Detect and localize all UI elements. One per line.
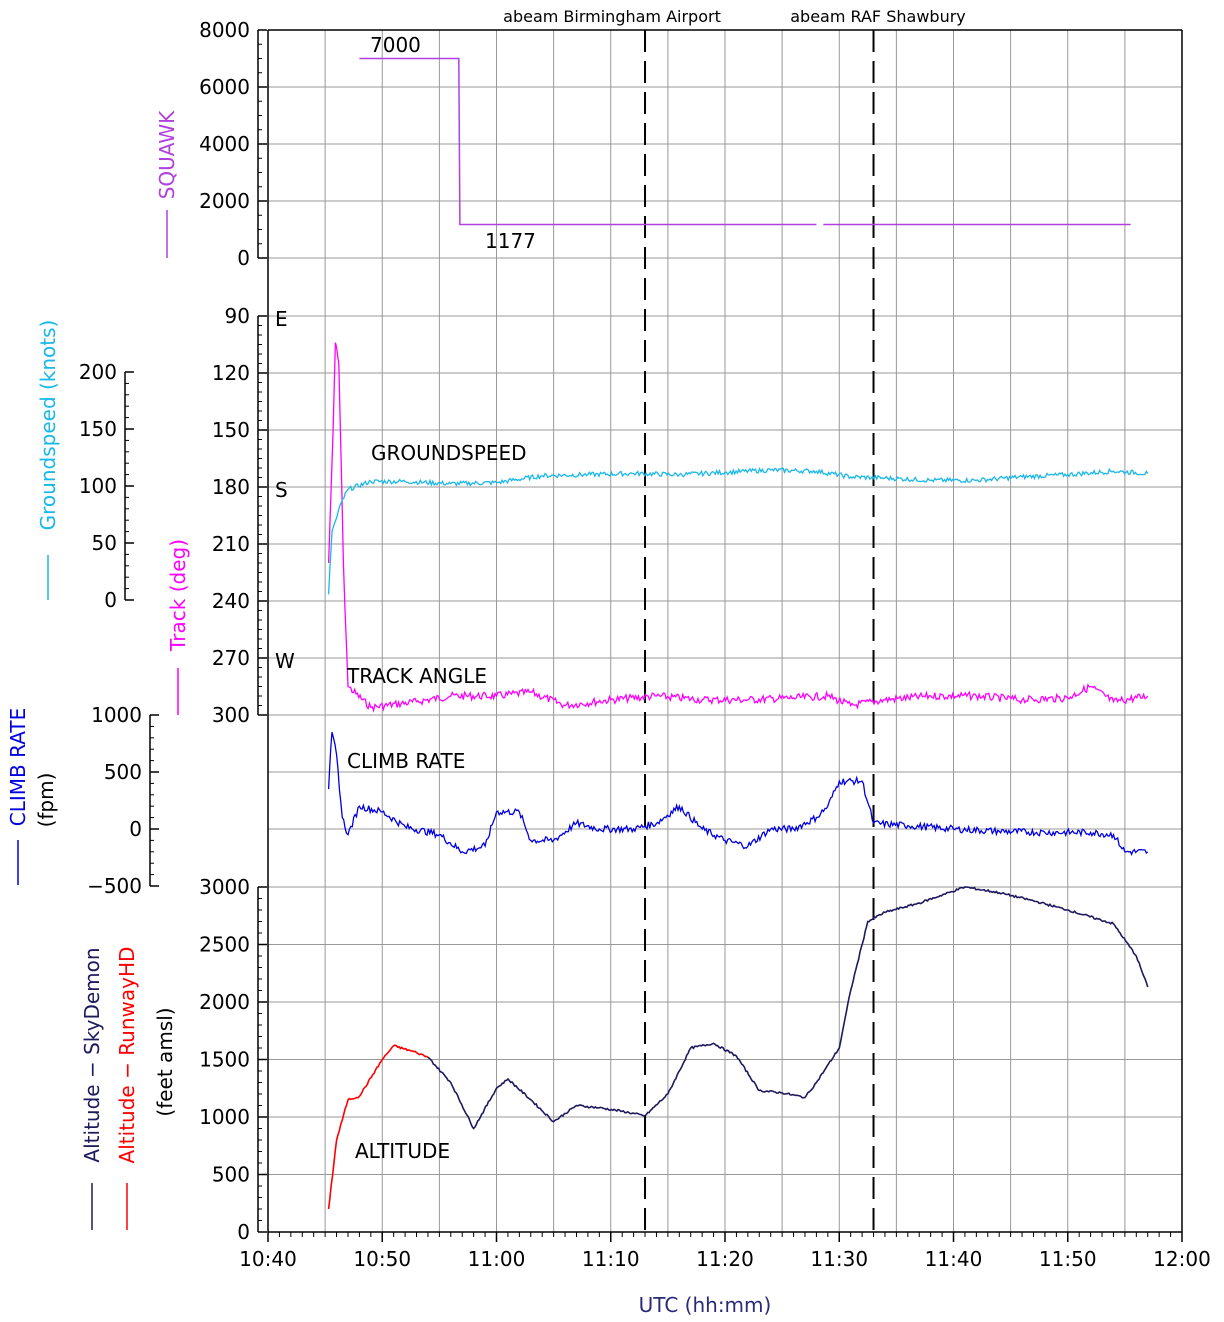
track-tick-label: 150 — [212, 418, 250, 442]
groundspeed-tick-label: 150 — [79, 417, 117, 441]
altitude-skydemon-axis-title: Altitude − SkyDemon — [80, 947, 104, 1162]
altitude-tick-label: 500 — [212, 1163, 250, 1187]
altitude-annotation: ALTITUDE — [355, 1139, 450, 1163]
track-tick-label: 210 — [212, 532, 250, 556]
x-tick-label: 11:30 — [810, 1247, 868, 1271]
x-tick-label: 10:50 — [353, 1247, 411, 1271]
track-tick-label: 270 — [212, 646, 250, 670]
altitude-skydemon-line — [427, 886, 1149, 1130]
groundspeed-line — [327, 466, 1149, 595]
climb-annotation: CLIMB RATE — [347, 749, 465, 773]
track-tick-label: 90 — [225, 304, 250, 328]
x-tick-label: 11:50 — [1039, 1247, 1097, 1271]
climb-tick-label: −500 — [87, 874, 142, 898]
climb-tick-label: 1000 — [91, 703, 142, 727]
chart-grid — [268, 30, 1182, 1232]
compass-label: E — [275, 307, 288, 331]
groundspeed-axis-title: Groundspeed (knots) — [36, 320, 60, 531]
altitude-runwayhd-axis-title: Altitude − RunwayHD — [115, 947, 139, 1164]
squawk-tick-label: 2000 — [199, 189, 250, 213]
event-marker-label: abeam RAF Shawbury — [790, 7, 966, 26]
climb-tick-label: 0 — [129, 817, 142, 841]
squawk-tick-label: 4000 — [199, 132, 250, 156]
climb-rate-line — [327, 731, 1149, 857]
compass-label: W — [275, 649, 295, 673]
groundspeed-tick-label: 50 — [92, 531, 117, 555]
groundspeed-tick-label: 0 — [104, 588, 117, 612]
groundspeed-tick-label: 100 — [79, 474, 117, 498]
groundspeed-annotation: GROUNDSPEED — [371, 441, 527, 465]
x-tick-label: 11:00 — [468, 1247, 526, 1271]
altitude-tick-label: 1500 — [199, 1048, 250, 1072]
x-tick-label: 11:40 — [925, 1247, 983, 1271]
altitude-runwayhd-line — [327, 1044, 429, 1210]
track-axis-title: Track (deg) — [166, 539, 190, 652]
chart-series — [327, 30, 1149, 1232]
x-tick-label: 12:00 — [1153, 1247, 1211, 1271]
compass-label: S — [275, 478, 288, 502]
climb-axis-sublabel: (fpm) — [34, 773, 58, 828]
chart-axes — [124, 29, 1183, 1242]
track-tick-label: 120 — [212, 361, 250, 385]
altitude-tick-label: 2000 — [199, 990, 250, 1014]
altitude-tick-label: 1000 — [199, 1105, 250, 1129]
chart-labels: 10:40 10:50 11:00 11:10 11:20 11:30 11:40 11:50… — [6, 7, 1211, 1317]
altitude-tick-label: 2500 — [199, 933, 250, 957]
squawk-axis-title: SQUAWK — [155, 110, 179, 199]
squawk-line — [359, 57, 817, 226]
track-tick-label: 180 — [212, 475, 250, 499]
climb-tick-label: 500 — [104, 760, 142, 784]
squawk-tick-label: 8000 — [199, 18, 250, 42]
x-tick-label: 10:40 — [239, 1247, 297, 1271]
x-tick-label: 11:20 — [696, 1247, 754, 1271]
groundspeed-tick-label: 200 — [79, 360, 117, 384]
squawk-tick-label: 6000 — [199, 75, 250, 99]
x-tick-label: 11:10 — [582, 1247, 640, 1271]
track-annotation: TRACK ANGLE — [346, 664, 487, 688]
squawk-annotation-1177: 1177 — [485, 229, 536, 253]
altitude-tick-label: 0 — [237, 1220, 250, 1244]
squawk-tick-label: 0 — [237, 246, 250, 270]
track-tick-label: 240 — [212, 589, 250, 613]
altitude-axis-units: (feet amsl) — [153, 1007, 177, 1116]
track-tick-label: 300 — [212, 703, 250, 727]
altitude-tick-label: 3000 — [199, 875, 250, 899]
track-line — [327, 342, 1149, 713]
event-marker-label: abeam Birmingham Airport — [503, 7, 721, 26]
x-axis-title: UTC (hh:mm) — [639, 1293, 772, 1317]
climb-axis-title: CLIMB RATE — [6, 708, 30, 826]
squawk-annotation-7000: 7000 — [370, 33, 421, 57]
